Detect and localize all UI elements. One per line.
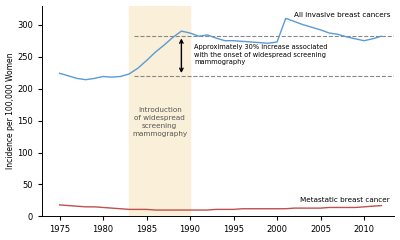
Text: Metastatic breast cancer: Metastatic breast cancer [300,197,390,203]
Text: Introduction
of widespread
screening
mammography: Introduction of widespread screening mam… [132,107,187,137]
Y-axis label: Incidence per 100,000 Women: Incidence per 100,000 Women [6,53,14,169]
Bar [129,6,190,216]
Text: All invasive breast cancers: All invasive breast cancers [294,12,390,18]
Text: Approximately 30% increase associated
with the onset of widespread screening
mam: Approximately 30% increase associated wi… [194,44,328,65]
